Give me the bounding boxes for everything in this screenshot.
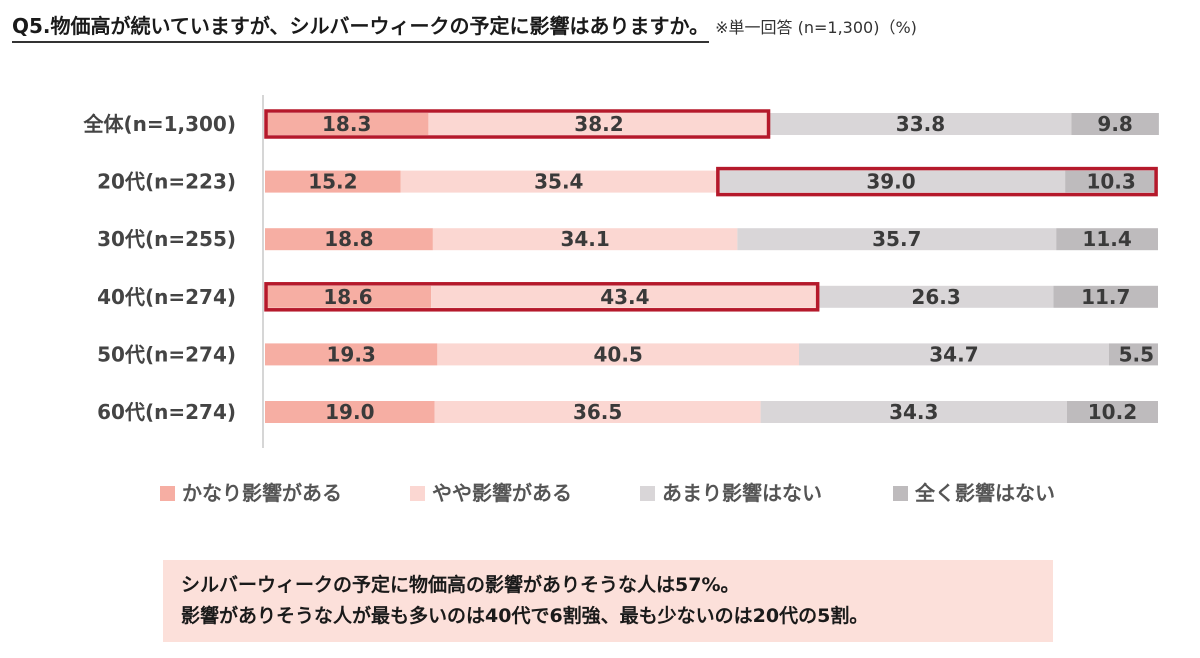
data-label: 15.2 (308, 170, 357, 194)
summary-line-2: 影響がありそうな人が最も多いのは40代で6割強、最も少ないのは20代の5割。 (181, 605, 869, 627)
data-label: 35.7 (872, 227, 921, 251)
data-label: 5.5 (1119, 342, 1154, 366)
data-label: 39.0 (866, 170, 915, 194)
data-label: 34.7 (929, 342, 978, 366)
legend-label: やや影響がある (432, 481, 572, 505)
data-label: 34.1 (560, 227, 609, 251)
data-label: 18.3 (322, 112, 371, 136)
category-label: 50代(n=274) (97, 342, 236, 366)
legend-swatch (640, 486, 655, 501)
bar-segment (428, 113, 770, 135)
data-label: 18.8 (324, 227, 373, 251)
bar-segment (716, 170, 1066, 193)
bar-segment (265, 170, 401, 193)
category-label: 40代(n=274) (97, 285, 236, 309)
bar-segment (737, 228, 1057, 251)
bar-segment (400, 170, 717, 193)
title-row: Q5.物価高が続いていますが、シルバーウィークの予定に影響はありますか。 ※単一… (12, 10, 917, 44)
bar-segment (432, 228, 738, 251)
data-label: 19.0 (325, 400, 374, 424)
legend-label: あまり影響はない (662, 481, 822, 505)
summary-box: シルバーウィークの予定に物価高の影響がありそうな人は57%。 影響がありそうな人… (163, 560, 1053, 642)
data-label: 40.5 (594, 342, 643, 366)
bar-segment (760, 401, 1067, 423)
bar-segment (799, 343, 1109, 366)
bar-segment (1053, 285, 1158, 308)
data-label: 43.4 (600, 285, 649, 309)
data-label: 33.8 (896, 112, 945, 136)
bar-segment (434, 401, 761, 423)
data-label: 18.6 (323, 285, 372, 309)
category-label: 30代(n=255) (97, 227, 236, 251)
bar-segment (1065, 170, 1158, 193)
question-title: Q5.物価高が続いていますが、シルバーウィークの予定に影響はありますか。 (12, 10, 710, 43)
data-label: 35.4 (534, 170, 583, 194)
data-label: 10.2 (1088, 400, 1137, 424)
legend-label: 全く影響はない (914, 481, 1055, 505)
bar-segment (265, 401, 435, 423)
bar-segment (769, 113, 1072, 135)
bar-segment (1066, 401, 1158, 423)
stacked-bar-chart: 全体(n=1,300) 18.3 38.2 33.8 9.8 20代(n=223) 15.2… (82, 95, 1159, 505)
data-label: 10.3 (1086, 170, 1135, 194)
answer-note: ※単一回答 (n=1,300)（%) (715, 18, 917, 37)
legend-swatch (893, 486, 908, 501)
data-label: 26.3 (911, 285, 960, 309)
bar-segment (1056, 228, 1158, 251)
bar-segment (437, 343, 800, 366)
bar-segment (1071, 113, 1159, 135)
data-label: 38.2 (574, 112, 623, 136)
legend-swatch (410, 486, 425, 501)
bar-segment (1108, 343, 1158, 366)
bar-segment (265, 228, 433, 251)
data-label: 34.3 (889, 400, 938, 424)
summary-line-1: シルバーウィークの予定に物価高の影響がありそうな人は57%。 (181, 574, 740, 596)
bar-segment (431, 285, 819, 308)
bar-segment (265, 113, 429, 135)
category-label: 20代(n=223) (97, 170, 236, 194)
bar-segment (265, 343, 438, 366)
data-label: 19.3 (326, 342, 375, 366)
legend-label: かなり影響がある (182, 481, 342, 505)
highlight-frame (716, 166, 1158, 197)
highlight-frame (264, 282, 820, 312)
highlight-frame (264, 109, 771, 139)
category-label: 60代(n=274) (97, 400, 236, 424)
bar-segment (818, 285, 1054, 308)
data-label: 9.8 (1097, 112, 1132, 136)
data-label: 36.5 (573, 400, 622, 424)
legend-swatch (160, 486, 175, 501)
category-label: 全体(n=1,300) (82, 112, 236, 136)
data-label: 11.4 (1082, 227, 1131, 251)
bar-segment (265, 285, 432, 308)
data-label: 11.7 (1081, 285, 1130, 309)
